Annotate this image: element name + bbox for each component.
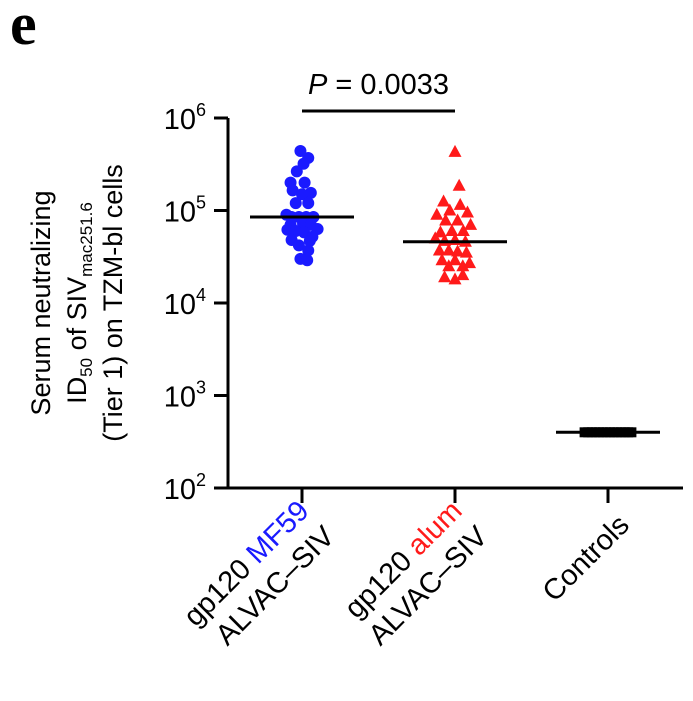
data-point	[289, 197, 302, 210]
data-point	[294, 144, 307, 157]
data-point	[301, 254, 314, 267]
data-point	[433, 225, 447, 238]
data-point	[435, 253, 449, 266]
data-point	[286, 184, 299, 197]
y-tick-label: 105	[164, 193, 206, 229]
data-point	[448, 272, 462, 285]
p-value-label: P = 0.0033	[308, 69, 449, 101]
y-axis-label: Serum neutralizing ID50 of SIVmac251.6 (…	[26, 164, 128, 442]
panel-letter: e	[10, 0, 37, 57]
y-tick-label: 104	[164, 285, 206, 321]
data-point	[464, 217, 478, 230]
data-point	[302, 244, 315, 257]
data-point	[452, 178, 466, 191]
data-points	[280, 144, 637, 438]
data-point	[456, 268, 470, 281]
data-point	[298, 176, 311, 189]
significance-annotation: P = 0.0033	[302, 69, 455, 113]
y-axis-label-line1: Serum neutralizing	[26, 190, 56, 415]
x-ticks	[300, 488, 610, 503]
data-point	[451, 244, 465, 257]
data-point	[445, 224, 459, 237]
data-point	[437, 194, 451, 207]
data-point	[430, 207, 444, 220]
data-point	[302, 197, 315, 210]
data-point	[304, 186, 317, 199]
y-tick-label: 106	[164, 100, 206, 136]
y-axis-label-line3: (Tier 1) on TZM-bl cells	[98, 164, 128, 442]
data-point	[442, 243, 456, 256]
data-point	[453, 197, 467, 210]
data-point	[456, 259, 470, 272]
x-tick-label: Controls	[537, 509, 636, 608]
x-tick-label-line1: Controls	[537, 509, 636, 608]
data-point	[438, 270, 452, 283]
y-tick-label: 102	[164, 470, 206, 506]
data-point	[303, 234, 316, 247]
median-lines	[250, 215, 660, 434]
data-point	[463, 256, 477, 269]
data-point	[451, 213, 465, 226]
data-point	[443, 203, 457, 216]
data-point	[442, 259, 456, 272]
y-ticks: 102 103 104 105 106	[164, 100, 228, 506]
data-point	[439, 213, 453, 226]
data-point	[296, 188, 308, 201]
y-tick-label: 103	[164, 378, 206, 414]
data-point	[290, 165, 303, 178]
data-point	[456, 224, 470, 237]
data-point	[292, 239, 305, 252]
data-point	[460, 205, 474, 218]
data-point	[459, 245, 473, 258]
data-point	[448, 253, 462, 266]
data-point	[432, 243, 446, 256]
data-point	[448, 144, 462, 157]
y-axis-label-line2: ID50 of SIVmac251.6	[62, 202, 96, 404]
